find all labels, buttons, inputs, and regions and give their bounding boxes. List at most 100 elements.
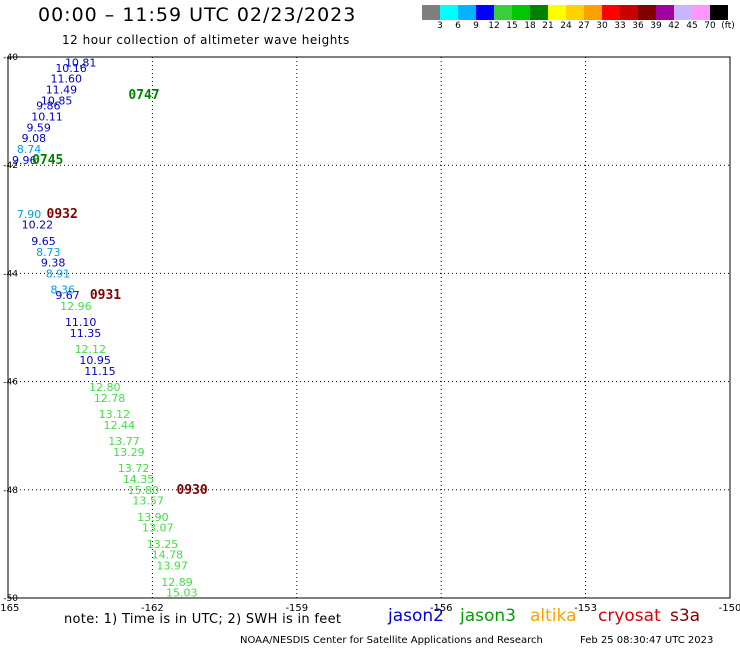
color-swatch <box>422 5 440 20</box>
wave-height-label: 10.85 <box>41 94 73 107</box>
color-legend-labels: 3 6 9 12 15 18 21 24 27 30 33 36 39 42 45 70 (ft) <box>422 21 740 33</box>
wave-height-label: 8.36 <box>51 284 76 297</box>
wave-height-label: 13.29 <box>113 446 145 459</box>
color-legend-label: (ft) <box>721 21 735 31</box>
pass-time-label: 0932 <box>47 207 78 222</box>
wave-height-label: 12.12 <box>75 343 107 356</box>
color-swatch <box>566 5 584 20</box>
x-tick-label: -156 <box>430 603 453 614</box>
generated-timestamp: Feb 25 08:30:47 UTC 2023 <box>580 635 714 646</box>
color-swatch <box>674 5 692 20</box>
wave-height-label: 13.07 <box>142 522 174 535</box>
satellite-legend-cryosat: cryosat <box>598 606 661 626</box>
pass-time-label: 0745 <box>32 153 63 168</box>
color-swatch <box>584 5 602 20</box>
color-swatch <box>476 5 494 20</box>
wave-height-label: 12.78 <box>94 392 126 405</box>
wave-height-label: 11.49 <box>46 83 77 96</box>
color-legend-label: 21 <box>542 21 554 31</box>
x-tick-label: -165 <box>0 603 19 614</box>
color-swatch <box>656 5 674 20</box>
y-tick-label: -44 <box>3 269 18 279</box>
wave-height-label: 10.95 <box>79 354 111 367</box>
wave-height-label: 9.86 <box>36 100 61 113</box>
y-tick-label: -48 <box>3 486 18 496</box>
color-legend-label: 9 <box>473 21 479 31</box>
wave-height-label: 13.97 <box>156 560 188 573</box>
x-tick-label: -162 <box>141 603 164 614</box>
pass-time-label: 0930 <box>176 483 207 498</box>
wave-height-label: 10.81 <box>65 56 97 69</box>
color-legend-label: 3 <box>437 21 443 31</box>
color-legend-label: 39 <box>650 21 662 31</box>
color-legend-label: 45 <box>686 21 698 31</box>
plot-frame <box>7 56 731 599</box>
wave-height-label: 7.90 <box>17 208 41 221</box>
color-legend-label: 12 <box>488 21 500 31</box>
color-swatch <box>512 5 530 20</box>
page-subtitle: 12 hour collection of altimeter wave hei… <box>62 33 350 47</box>
wave-height-label: 8.74 <box>17 143 41 156</box>
note-text: note: 1) Time is in UTC; 2) SWH is in fe… <box>64 612 342 627</box>
wave-height-label: 9.08 <box>22 132 47 145</box>
wave-height-label: 13.90 <box>137 511 169 524</box>
wave-height-label: 13.12 <box>99 408 131 421</box>
wave-height-label: 13.25 <box>147 538 179 551</box>
satellite-legend-s3a: s3a <box>670 606 701 626</box>
y-tick-label: -40 <box>3 53 18 63</box>
wave-height-label: 9.96 <box>12 154 37 167</box>
wave-height-label: 11.35 <box>70 327 102 340</box>
wave-height-label: 10.11 <box>31 111 63 124</box>
wave-height-label: 14.78 <box>152 549 184 562</box>
pass-time-label: 0747 <box>128 88 159 103</box>
color-swatch <box>494 5 512 20</box>
x-tick-label: -153 <box>574 603 597 614</box>
color-swatch <box>692 5 710 20</box>
wave-height-label: 12.80 <box>89 381 121 394</box>
wave-height-label: 12.96 <box>60 300 91 313</box>
color-legend-label: 70 <box>704 21 716 31</box>
wave-height-label: 12.44 <box>103 419 135 432</box>
y-tick-label: -46 <box>3 378 18 388</box>
wave-height-label: 15.03 <box>166 587 198 600</box>
color-legend-label: 30 <box>596 21 608 31</box>
satellite-legend-jason2: jason2 <box>388 606 444 626</box>
wave-height-label: 10.16 <box>55 62 87 75</box>
pass-time-label: 0931 <box>90 288 121 303</box>
color-swatch <box>620 5 638 20</box>
color-swatch <box>710 5 728 20</box>
color-legend-label: 6 <box>455 21 461 31</box>
wave-height-label: 9.65 <box>31 235 56 248</box>
color-legend-label: 27 <box>578 21 590 31</box>
wave-height-label: 8.91 <box>46 267 70 280</box>
color-swatch <box>458 5 476 20</box>
color-legend <box>422 5 728 20</box>
color-legend-label: 24 <box>560 21 572 31</box>
color-swatch <box>530 5 548 20</box>
satellite-legend-jason3: jason3 <box>460 606 516 626</box>
credit-text: NOAA/NESDIS Center for Satellite Applica… <box>240 635 543 646</box>
wave-height-label: 13.72 <box>118 462 150 475</box>
wave-height-label: 9.59 <box>26 121 51 134</box>
wave-height-label: 8.73 <box>36 246 61 259</box>
wave-height-label: 14.35 <box>123 473 155 486</box>
color-swatch <box>440 5 458 20</box>
wave-height-label: 11.10 <box>65 316 97 329</box>
color-legend-label: 18 <box>524 21 536 31</box>
wave-height-label: 13.77 <box>108 435 139 448</box>
color-legend-label: 33 <box>614 21 626 31</box>
color-legend-label: 36 <box>632 21 644 31</box>
color-legend-label: 15 <box>506 21 518 31</box>
x-tick-label: -159 <box>285 603 308 614</box>
y-tick-label: -42 <box>3 161 18 171</box>
page-title: 00:00 – 11:59 UTC 02/23/2023 <box>38 4 357 26</box>
satellite-legend-altika: altika <box>530 606 577 626</box>
wave-height-label: 11.60 <box>51 73 83 86</box>
wave-height-label: 9.38 <box>41 257 66 270</box>
y-tick-label: -50 <box>3 594 18 604</box>
wave-height-label: 11.15 <box>84 365 116 378</box>
color-legend-label: 42 <box>668 21 680 31</box>
x-tick-label: -150 <box>719 603 740 614</box>
color-swatch <box>602 5 620 20</box>
